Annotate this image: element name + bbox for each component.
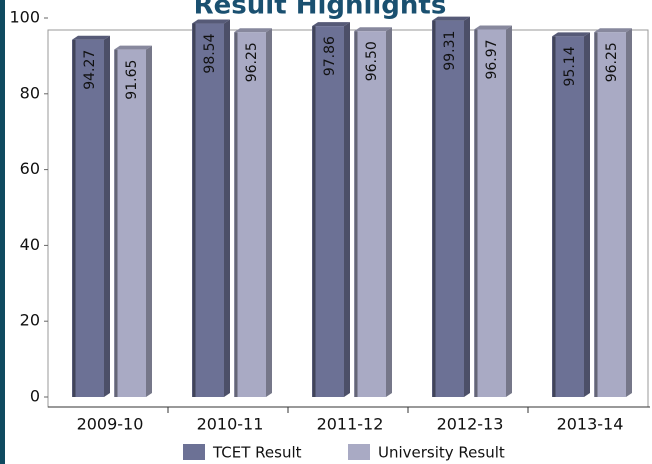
y-tick-label: 80	[20, 83, 40, 102]
bar	[312, 26, 344, 398]
bar	[234, 32, 266, 398]
legend-label: TCET Result	[212, 444, 302, 462]
x-tick-label: 2011-12	[317, 415, 384, 434]
bar-side	[626, 28, 632, 398]
side-strip	[0, 0, 5, 464]
bar-side	[146, 45, 152, 398]
bar-top	[192, 19, 230, 24]
value-label: 96.97	[484, 39, 500, 79]
bar-top	[72, 35, 110, 40]
legend-swatch	[183, 444, 205, 460]
value-label: 98.54	[202, 33, 218, 73]
legend-label: University Result	[378, 444, 505, 462]
bar-top	[234, 28, 272, 33]
bar-top	[474, 25, 512, 30]
x-tick-label: 2009-10	[77, 415, 144, 434]
value-label: 97.86	[322, 36, 338, 76]
bar	[474, 29, 506, 397]
value-label: 96.25	[244, 42, 260, 82]
bar	[594, 32, 626, 398]
value-label: 95.14	[562, 46, 578, 86]
bar-top	[552, 32, 590, 37]
bar-top	[354, 27, 392, 32]
x-tick-label: 2012-13	[437, 415, 504, 434]
bar-side	[224, 19, 230, 398]
bar-top	[114, 45, 152, 50]
bar-top	[312, 22, 350, 27]
bar	[552, 36, 584, 397]
y-tick-label: 60	[20, 159, 40, 178]
bar-top	[594, 28, 632, 33]
value-label: 96.25	[604, 42, 620, 82]
value-label: 91.65	[124, 60, 140, 100]
bar-side	[104, 35, 110, 397]
bar-side	[344, 22, 350, 398]
value-label: 96.50	[364, 41, 380, 81]
bar	[72, 39, 104, 397]
value-label: 99.31	[442, 31, 458, 71]
bar-side	[506, 25, 512, 397]
x-tick-label: 2013-14	[557, 415, 624, 434]
y-tick-label: 20	[20, 311, 40, 330]
legend-swatch	[348, 444, 370, 460]
y-tick-label: 100	[9, 8, 40, 27]
bar	[432, 20, 464, 397]
bar-side	[266, 28, 272, 398]
value-label: 94.27	[82, 50, 98, 90]
bar-top	[432, 16, 470, 21]
bar-side	[584, 32, 590, 397]
y-tick-label: 0	[30, 387, 40, 406]
bar-side	[386, 27, 392, 397]
bar	[354, 31, 386, 397]
bar-side	[464, 16, 470, 397]
bar	[114, 49, 146, 398]
chart-title: Result Highlights	[194, 0, 447, 21]
y-tick-label: 40	[20, 235, 40, 254]
bar	[192, 23, 224, 398]
x-tick-label: 2010-11	[197, 415, 264, 434]
